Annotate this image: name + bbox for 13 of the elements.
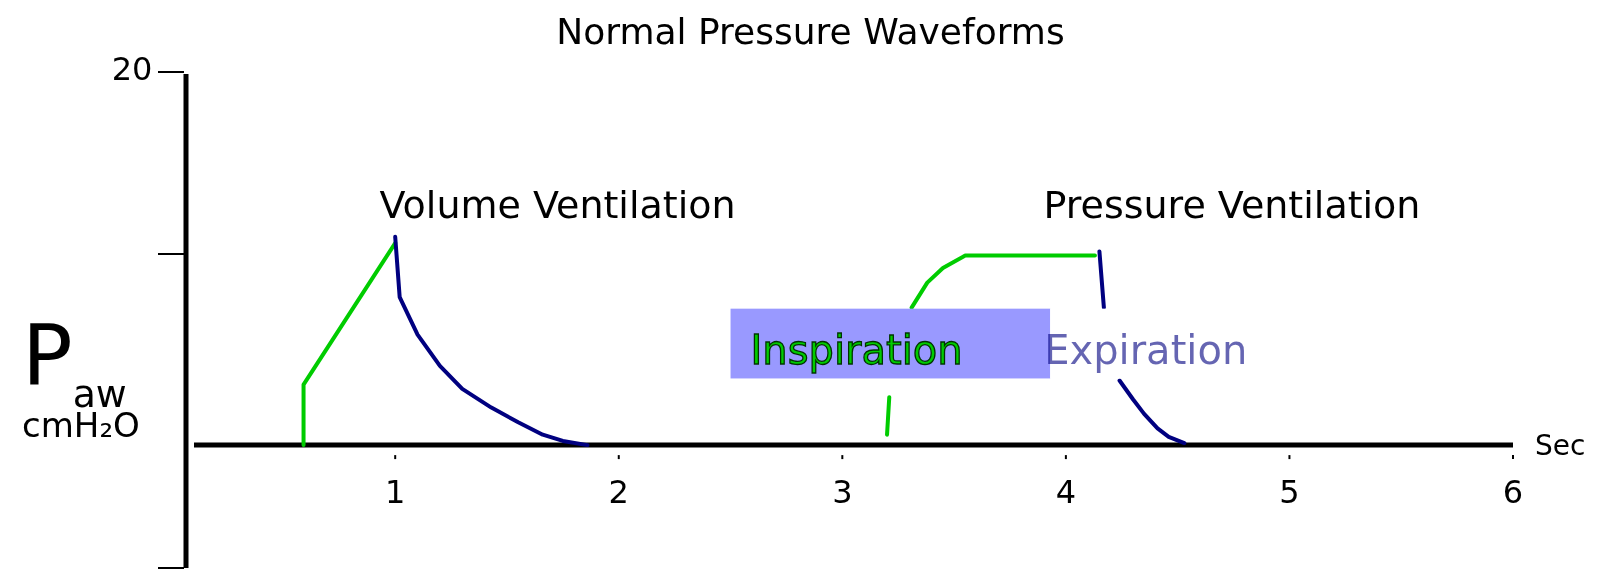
x-tick-label: 6 — [1502, 473, 1524, 512]
x-tick-label: 3 — [832, 473, 853, 512]
x-tick-label: 2 — [608, 473, 629, 512]
x-tick-label: 5 — [1279, 473, 1300, 512]
y-axis-title: P$_{aw}$ cmH₂O — [22, 306, 140, 446]
text: Pressure Ventilation — [1043, 183, 1421, 228]
x-tick-label: 1 — [385, 473, 406, 512]
x-tick-label: 4 — [1055, 473, 1077, 512]
text: 20 — [111, 50, 153, 88]
x-axis-title: Sec — [1535, 429, 1586, 463]
series-label: Inspiration — [750, 326, 963, 373]
text: Volume Ventilation — [379, 183, 736, 228]
chart-title: Normal Pressure Waveforms — [556, 11, 1065, 52]
